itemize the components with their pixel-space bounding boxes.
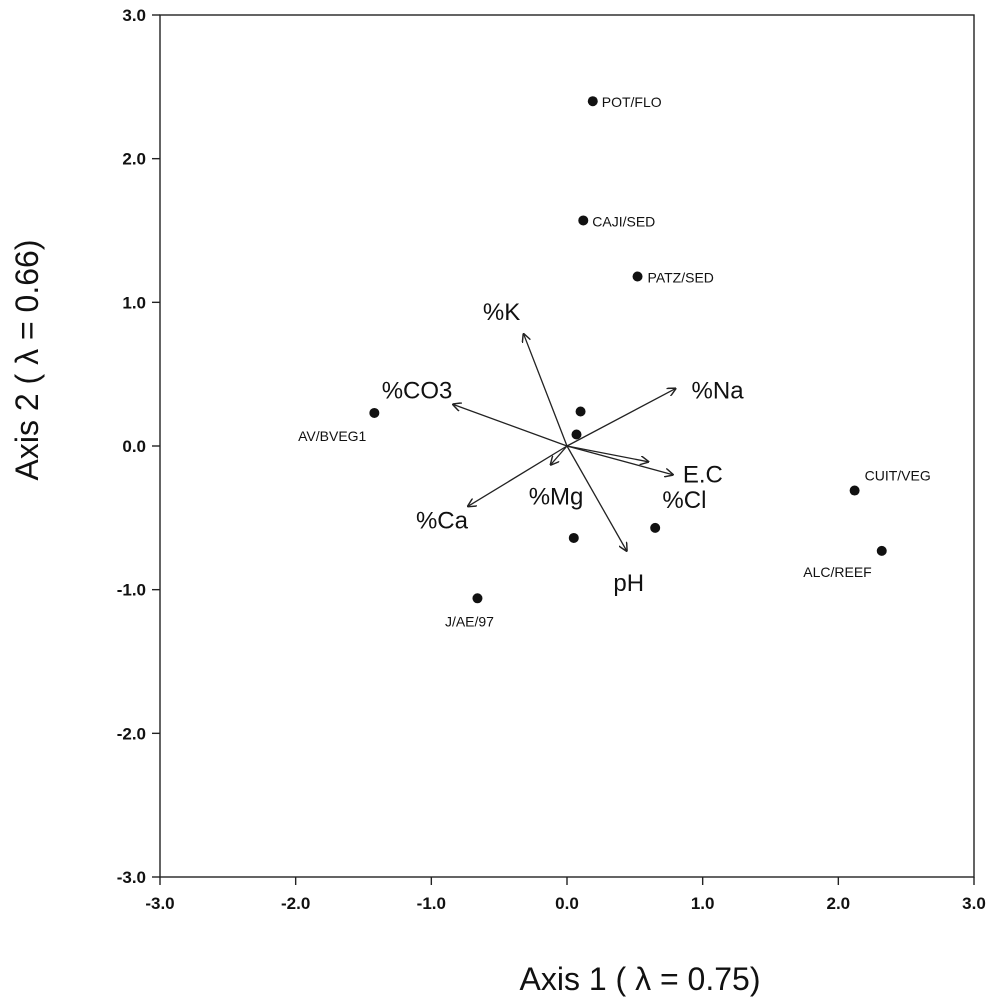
site-point [578, 215, 589, 226]
site-label: ALC/REEF [803, 564, 871, 580]
vector-label: %Cl [662, 487, 706, 514]
site-point [472, 593, 483, 604]
vector-arrow [566, 445, 648, 462]
vector-arrow [566, 445, 673, 475]
vector-label: %Ca [416, 507, 469, 534]
vector-label: %Na [692, 378, 745, 405]
y-tick-label: -2.0 [117, 724, 146, 743]
site-point [587, 96, 598, 107]
site-point [650, 522, 661, 533]
vector-label: %CO3 [382, 377, 453, 404]
site-points: POT/FLO CAJI/SED PATZ/SED AV/BVEG1 CUIT/VEG A… [298, 94, 931, 629]
vector-arrow [524, 334, 568, 447]
vector-arrow [551, 445, 568, 465]
x-axis-title: Axis 1 ( λ = 0.75) [520, 961, 761, 997]
site-point [369, 407, 380, 418]
y-tick-label: -1.0 [117, 581, 146, 600]
x-tick-label: -3.0 [145, 894, 174, 913]
site-point [876, 545, 887, 556]
y-tick-label: 1.0 [122, 293, 146, 312]
y-tick-label: 0.0 [122, 437, 146, 456]
site-point [571, 429, 582, 440]
y-axis-title: Axis 2 ( λ = 0.66) [9, 240, 45, 481]
site-label: POT/FLO [602, 94, 662, 110]
site-label: CAJI/SED [592, 213, 655, 229]
site-label: PATZ/SED [648, 269, 714, 285]
axis-ticks: -3.0 -2.0 -1.0 0.0 1.0 2.0 3.0 3.0 2.0 1.0 0.0 -1.0… [117, 6, 986, 913]
x-tick-label: 0.0 [555, 894, 579, 913]
vector-arrow [468, 445, 568, 506]
x-tick-label: -1.0 [417, 894, 446, 913]
site-point [632, 271, 643, 282]
vector-arrow [453, 404, 568, 447]
y-tick-label: 3.0 [122, 6, 146, 25]
site-point [849, 485, 860, 496]
y-tick-label: -3.0 [117, 868, 146, 887]
vector-label: %Mg [529, 484, 584, 511]
x-tick-label: 2.0 [827, 894, 851, 913]
site-label: J/AE/97 [445, 613, 494, 629]
vector-arrow [566, 389, 676, 447]
site-point [575, 406, 586, 417]
vector-label: pH [613, 570, 644, 597]
y-tick-label: 2.0 [122, 150, 146, 169]
vector-label: E.C [683, 462, 723, 489]
vector-arrow [566, 445, 627, 551]
x-tick-label: 3.0 [962, 894, 986, 913]
site-label: AV/BVEG1 [298, 428, 366, 444]
site-point [568, 532, 579, 543]
x-tick-label: -2.0 [281, 894, 310, 913]
x-tick-label: 1.0 [691, 894, 715, 913]
vector-label: %K [483, 299, 520, 326]
site-label: CUIT/VEG [865, 468, 931, 484]
environmental-vectors: %K %CO3 %Na E.C%Cl pH %Mg %Ca [382, 299, 745, 597]
